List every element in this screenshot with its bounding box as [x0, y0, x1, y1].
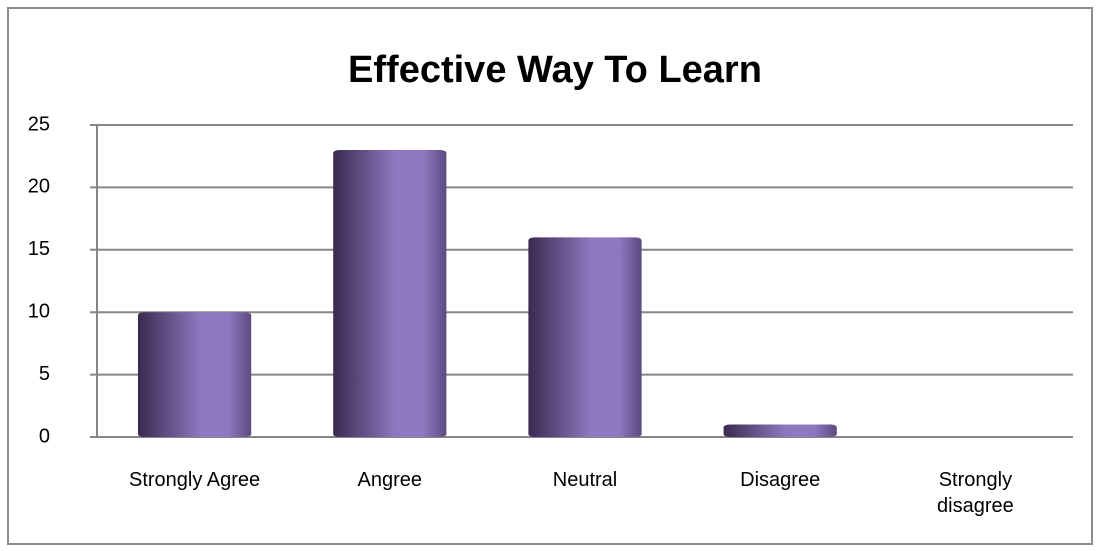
y-tick-label: 15 [28, 238, 50, 260]
bar [137, 312, 252, 437]
bar [723, 424, 837, 437]
x-tick-label: Strongly disagree [937, 469, 1014, 517]
y-tick-label: 5 [39, 363, 50, 385]
y-tick-label: 25 [28, 113, 50, 135]
bar [528, 237, 642, 437]
x-tick-label: Angree [357, 469, 423, 491]
y-tick-label: 0 [39, 425, 50, 447]
y-tick-label: 20 [28, 176, 50, 198]
x-tick-label: Disagree [740, 469, 821, 491]
bar [333, 149, 447, 437]
x-tick-label: Neutral [552, 469, 618, 491]
x-tick-label: Strongly Agree [128, 469, 261, 491]
chart-title: Effective Way To Learn [348, 49, 762, 91]
y-tick-label: 10 [28, 300, 50, 322]
